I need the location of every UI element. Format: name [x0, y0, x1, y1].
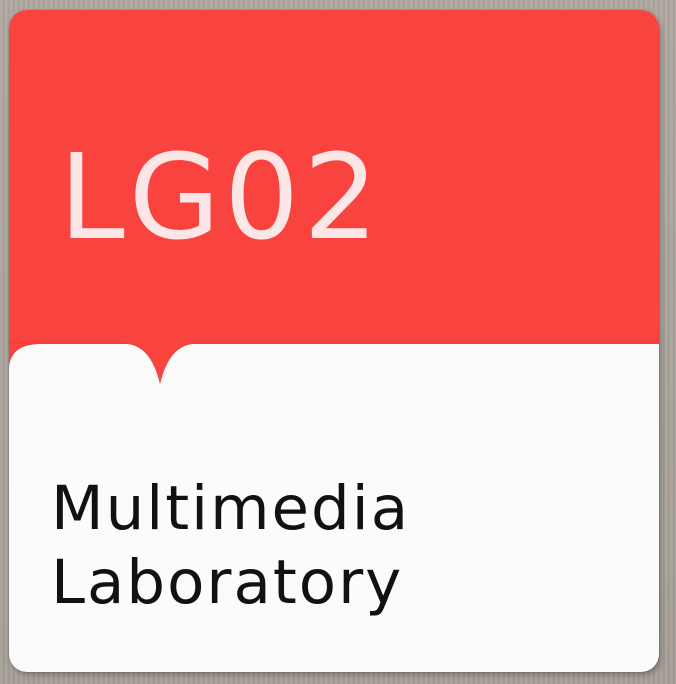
- room-name-line1: Multimedia: [51, 473, 411, 544]
- room-name: Multimedia Laboratory: [51, 472, 410, 620]
- room-name-line2: Laboratory: [51, 547, 404, 618]
- room-sign: LG02 Multimedia Laboratory: [9, 10, 659, 672]
- room-code: LG02: [59, 128, 383, 266]
- sign-header-panel: [9, 10, 659, 342]
- sign-pointer-notch: [9, 342, 659, 387]
